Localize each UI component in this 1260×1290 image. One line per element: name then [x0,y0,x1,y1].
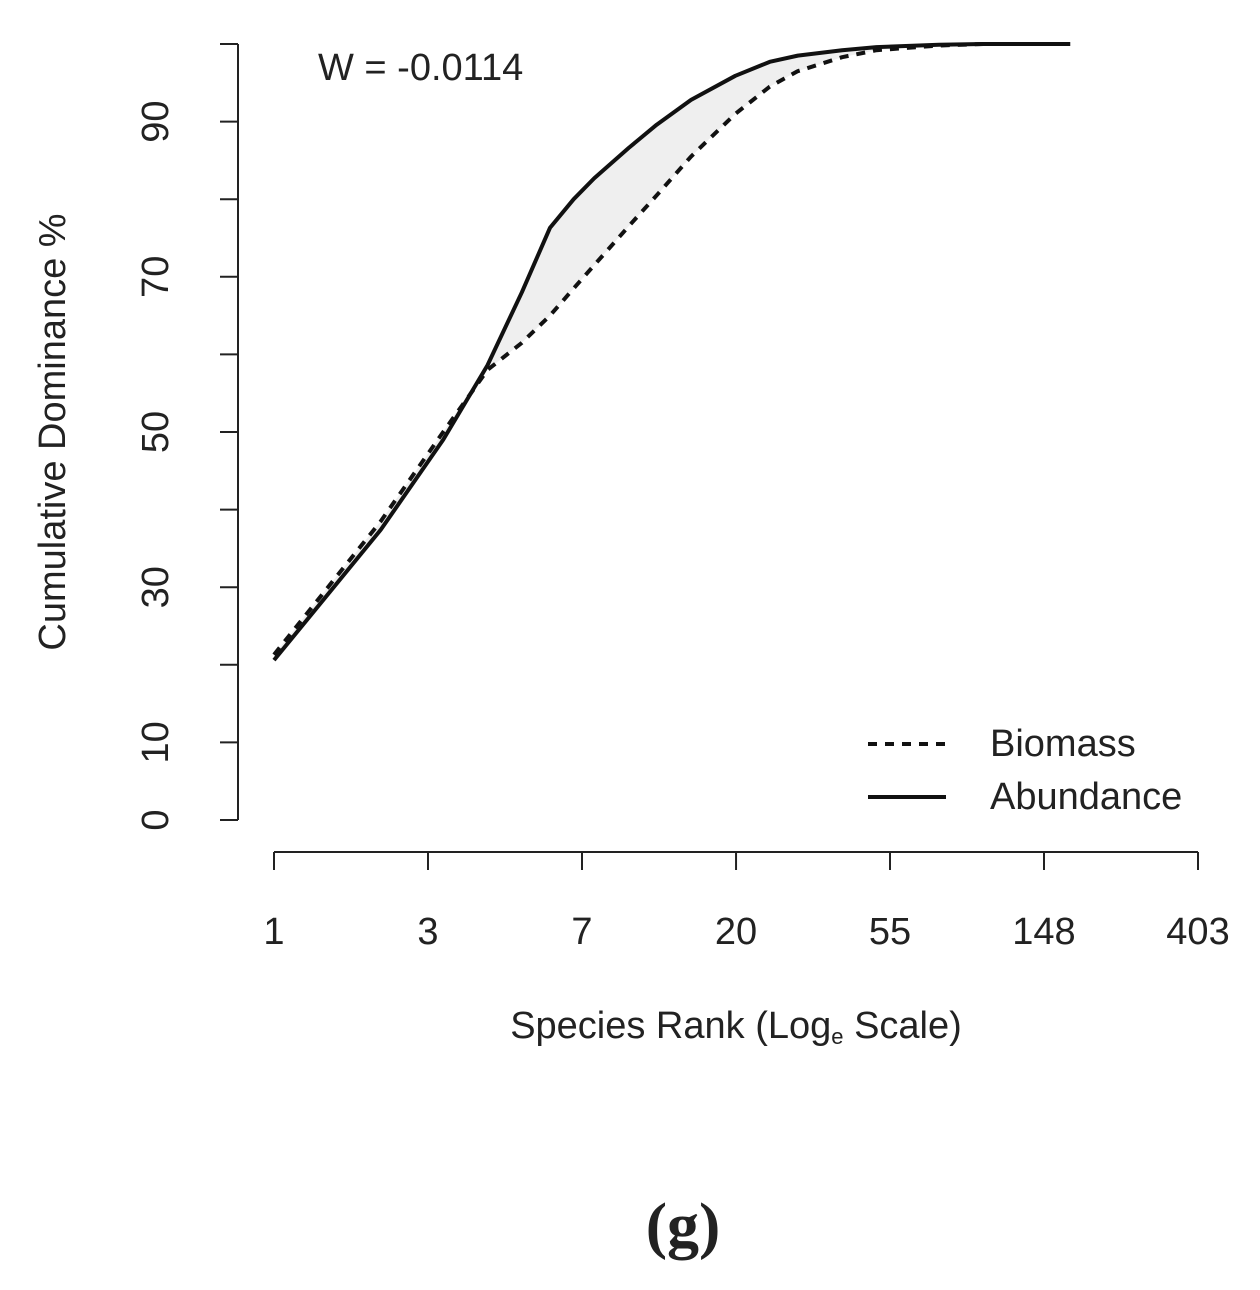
y-tick-label: 50 [135,411,177,453]
y-tick-label: 90 [135,100,177,142]
annotation: W = -0.0114 [318,47,523,89]
legend-label: Abundance [990,776,1182,818]
y-tick-label: 10 [135,721,177,763]
difference-shading [274,44,1071,661]
x-label-subscript: e [831,1024,843,1049]
y-tick-label: 70 [135,256,177,298]
series-line [272,42,1071,656]
x-label-part: Species Rank (Log [510,1005,831,1047]
x-tick-label: 403 [1166,911,1229,953]
y-tick-label: 30 [135,566,177,608]
y-tick-label: 0 [135,809,177,830]
series-line [272,42,1071,662]
caption: (g) [646,1190,721,1261]
legend-label: Biomass [990,723,1136,765]
x-tick-label: 1 [263,911,284,953]
x-tick-label: 148 [1012,911,1075,953]
x-tick-label: 3 [417,911,438,953]
x-axis-label: Species Rank (Loge Scale) [510,1005,962,1049]
x-tick-label: 7 [571,911,592,953]
x-tick-label: 55 [869,911,911,953]
x-label-part: Scale) [844,1005,962,1047]
x-tick-label: 20 [715,911,757,953]
y-axis-label: Cumulative Dominance % [32,213,74,650]
